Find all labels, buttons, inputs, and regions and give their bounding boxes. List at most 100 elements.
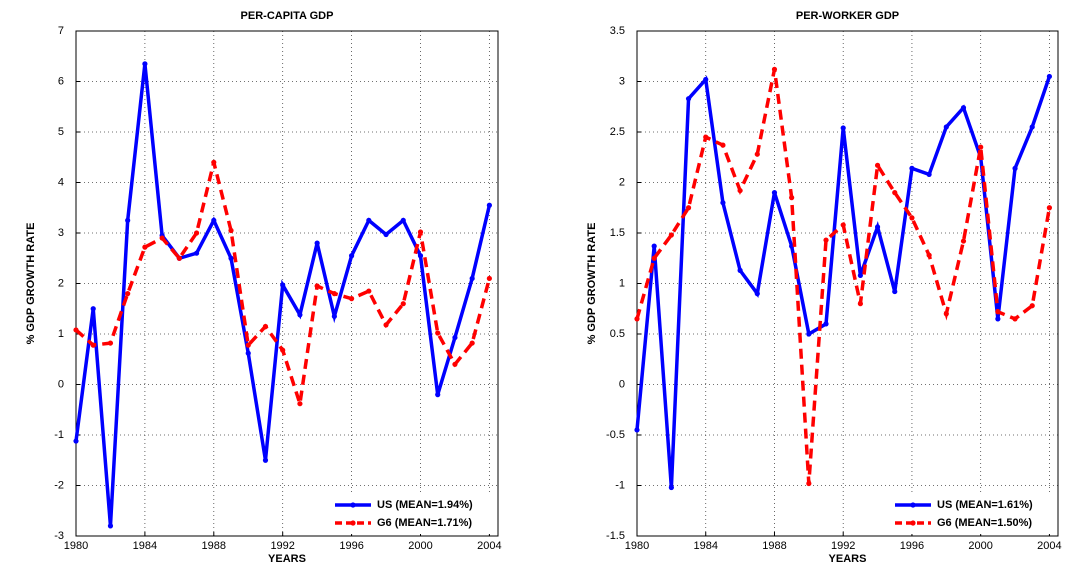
data-point: [806, 480, 812, 487]
data-point: [262, 323, 269, 330]
data-point: [435, 392, 441, 398]
data-point: [806, 331, 812, 337]
x-tick-label: 1988: [762, 540, 786, 552]
data-point: [960, 105, 967, 111]
data-point: [823, 321, 829, 327]
data-point: [943, 124, 949, 130]
data-point: [857, 272, 863, 279]
chart-title: PER-CAPITA GDP: [241, 10, 334, 22]
x-tick-label: 1980: [625, 540, 649, 552]
data-point: [926, 171, 932, 178]
x-tick-label: 1996: [339, 540, 363, 552]
data-point: [995, 316, 1001, 322]
legend-label: US (MEAN=1.94%): [377, 499, 473, 511]
data-point: [634, 316, 640, 322]
data-point: [400, 217, 406, 223]
y-tick-label: -1.5: [606, 530, 625, 542]
x-tick-label: 1980: [64, 540, 88, 552]
data-point: [754, 151, 760, 157]
x-tick-label: 1988: [202, 540, 226, 552]
y-tick-label: -1: [54, 429, 64, 441]
data-point: [892, 190, 898, 196]
data-point: [228, 255, 234, 261]
x-tick-label: 1984: [693, 540, 717, 552]
data-point: [840, 125, 846, 131]
data-point: [771, 190, 778, 196]
data-point: [245, 350, 251, 356]
legend-box: [891, 494, 1056, 534]
y-tick-label: 2.5: [610, 126, 625, 138]
data-point: [331, 291, 337, 297]
data-point: [651, 243, 657, 249]
data-point: [840, 222, 846, 228]
data-point: [703, 76, 709, 83]
data-point: [211, 159, 217, 165]
x-tick-label: 2004: [477, 540, 501, 552]
x-tick-label: 1992: [270, 540, 294, 552]
legend-marker: [350, 520, 356, 526]
data-point: [435, 330, 441, 336]
data-point: [452, 334, 458, 341]
data-point: [960, 238, 967, 244]
data-point: [73, 327, 79, 333]
x-tick-label: 1984: [133, 540, 157, 552]
x-tick-label: 1996: [900, 540, 924, 552]
data-point: [909, 215, 915, 221]
y-tick-label: 0: [619, 378, 625, 390]
data-point: [926, 252, 932, 258]
data-point: [73, 438, 79, 444]
legend-label: G6 (MEAN=1.50%): [937, 517, 1032, 529]
data-point: [383, 231, 389, 238]
y-axis-label: % GDP GROWTH RATE: [25, 223, 37, 345]
y-tick-label: 2: [619, 176, 625, 188]
x-tick-label: 2000: [408, 540, 432, 552]
data-point: [90, 342, 96, 348]
data-point: [469, 275, 475, 282]
y-tick-label: -3: [54, 530, 64, 542]
data-point: [685, 96, 692, 102]
data-point: [1046, 73, 1053, 80]
y-tick-label: 3: [619, 75, 625, 87]
data-point: [754, 291, 760, 297]
data-point: [417, 253, 424, 259]
data-point: [857, 301, 863, 307]
data-point: [1012, 165, 1018, 171]
data-point: [297, 401, 303, 407]
y-tick-label: 1.5: [610, 227, 625, 239]
data-point: [469, 340, 475, 346]
data-point: [874, 224, 881, 230]
data-point: [176, 255, 182, 261]
data-point: [383, 322, 389, 328]
chart-title: PER-WORKER GDP: [796, 10, 899, 22]
data-point: [125, 217, 131, 223]
data-point: [245, 342, 251, 348]
data-point: [417, 229, 424, 235]
y-axis-label: % GDP GROWTH RATE: [586, 223, 598, 345]
legend-marker: [350, 502, 356, 508]
data-point: [125, 291, 131, 297]
data-point: [348, 296, 355, 302]
x-axis-label: YEARS: [829, 553, 867, 565]
data-point: [909, 165, 915, 171]
y-tick-label: -1: [615, 479, 625, 491]
y-tick-label: -0.5: [606, 429, 625, 441]
y-tick-label: 3.5: [610, 25, 625, 37]
data-point: [892, 288, 898, 295]
y-tick-label: 3: [58, 227, 64, 239]
y-tick-label: 0.5: [610, 328, 625, 340]
data-point: [978, 144, 984, 150]
data-point: [737, 267, 743, 273]
data-line: [74, 63, 492, 527]
data-point: [1046, 205, 1053, 211]
data-point: [651, 255, 657, 261]
y-tick-label: 7: [58, 25, 64, 37]
data-point: [943, 311, 949, 317]
data-point: [107, 523, 114, 529]
data-point: [634, 427, 640, 433]
data-point: [348, 253, 355, 259]
legend-marker: [910, 502, 916, 508]
legend-box: [331, 494, 496, 534]
data-point: [107, 340, 114, 346]
data-point: [142, 244, 148, 250]
y-tick-label: 2: [58, 277, 64, 289]
